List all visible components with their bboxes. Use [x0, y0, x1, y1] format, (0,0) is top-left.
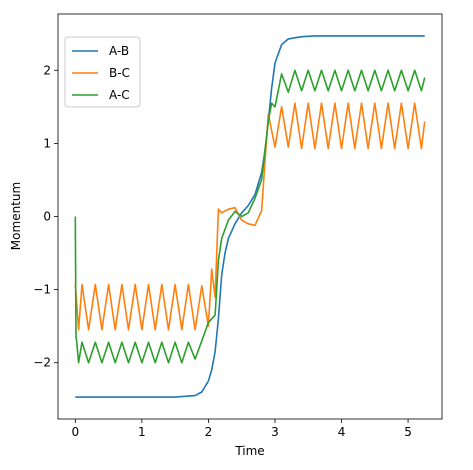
- x-tick-label: 4: [338, 425, 346, 439]
- legend: A-B B-C A-C: [64, 36, 141, 108]
- series-line-b-c: [74, 102, 426, 331]
- series-line-a-c: [74, 69, 426, 364]
- plot-frame: [57, 13, 443, 420]
- y-tick-label: 1: [43, 136, 51, 150]
- legend-label: A-C: [109, 88, 130, 102]
- y-tick-label: −1: [33, 283, 51, 297]
- x-tick-label: 1: [138, 425, 146, 439]
- x-axis-label: Time: [234, 444, 264, 458]
- y-axis-label: Momentum: [9, 182, 23, 250]
- x-tick-label: 5: [404, 425, 412, 439]
- legend-label: B-C: [109, 66, 130, 80]
- y-axis-ticks: −2 −1 0 1 2: [33, 63, 58, 370]
- series-line-a-b: [75, 35, 425, 398]
- x-tick-label: 0: [71, 425, 79, 439]
- legend-label: A-B: [109, 44, 129, 58]
- y-tick-label: −2: [33, 356, 51, 370]
- y-tick-label: 0: [43, 210, 51, 224]
- series-lines: [74, 35, 426, 398]
- x-axis-ticks: 0 1 2 3 4 5: [71, 419, 412, 439]
- x-tick-label: 3: [271, 425, 279, 439]
- legend-box: [64, 36, 141, 108]
- y-tick-label: 2: [43, 63, 51, 77]
- x-tick-label: 2: [205, 425, 213, 439]
